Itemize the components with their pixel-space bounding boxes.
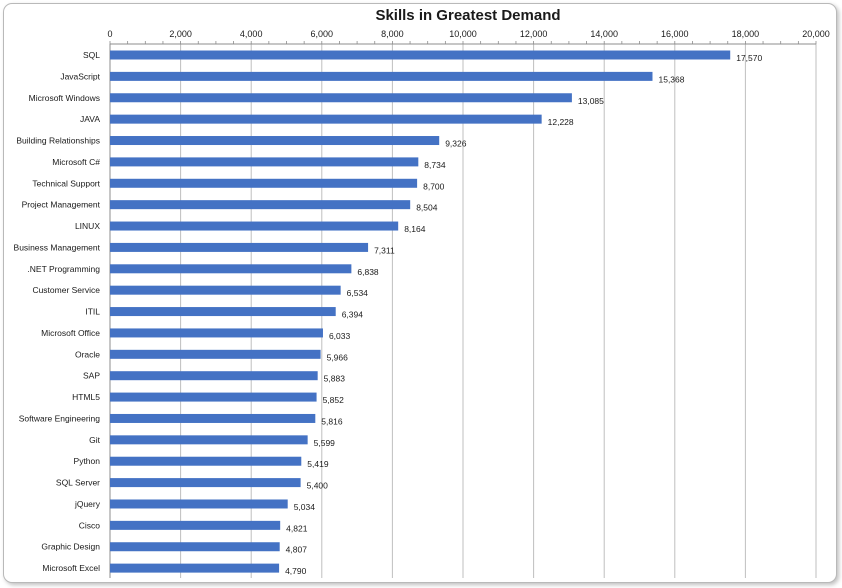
data-label: 13,085 <box>578 96 604 106</box>
data-labels: 17,570 15,368 13,085 12,228 9,326 8,734 8,700 8… <box>285 53 762 576</box>
x-tick-label: 4,000 <box>240 29 263 39</box>
category-label: Git <box>89 435 101 445</box>
bar <box>110 328 323 338</box>
gridlines <box>109 44 817 578</box>
bar <box>110 178 418 188</box>
data-label: 8,164 <box>404 224 426 234</box>
category-label: JavaScript <box>60 71 100 81</box>
chart-title: Skills in Greatest Demand <box>375 7 560 24</box>
x-tick-label: 0 <box>107 29 112 39</box>
category-label: Microsoft Windows <box>29 93 100 103</box>
bar <box>110 285 341 295</box>
bars <box>110 50 731 573</box>
category-label: Business Management <box>14 242 101 252</box>
bar <box>110 71 653 81</box>
data-label: 6,838 <box>357 267 379 277</box>
bar <box>110 157 419 167</box>
x-tick-label: 14,000 <box>590 29 618 39</box>
bar <box>110 349 321 359</box>
data-label: 5,852 <box>323 395 345 405</box>
bar <box>110 520 281 530</box>
data-label: 5,400 <box>307 481 329 491</box>
x-tick-label: 20,000 <box>802 29 830 39</box>
bar <box>110 542 280 552</box>
data-label: 5,966 <box>327 352 349 362</box>
bar <box>110 264 352 274</box>
category-label: Technical Support <box>32 178 100 188</box>
category-label: Oracle <box>75 349 100 359</box>
data-label: 5,883 <box>324 374 346 384</box>
data-label: 5,599 <box>314 438 336 448</box>
bar <box>110 114 542 124</box>
category-label: Python <box>74 456 101 466</box>
category-label: HTML5 <box>72 392 100 402</box>
category-label: SQL Server <box>56 478 100 488</box>
data-label: 5,034 <box>294 502 316 512</box>
x-tick-label: 18,000 <box>732 29 760 39</box>
category-label: JAVA <box>80 114 100 124</box>
bar <box>110 456 302 466</box>
bar <box>110 371 318 381</box>
category-label: jQuery <box>74 499 101 509</box>
category-label: Customer Service <box>32 285 100 295</box>
bar <box>110 413 316 423</box>
bar <box>110 435 308 445</box>
data-label: 17,570 <box>736 53 762 63</box>
data-label: 6,033 <box>329 331 351 341</box>
data-label: 15,368 <box>658 74 684 84</box>
data-label: 4,790 <box>285 566 307 576</box>
category-label: Software Engineering <box>19 413 101 423</box>
bar <box>110 242 369 252</box>
x-axis-ticks: 0 2,000 4,000 6,000 8,000 10,000 12,000 14,000 1… <box>107 29 830 45</box>
bar <box>110 221 399 231</box>
bar <box>110 392 317 402</box>
x-tick-label: 10,000 <box>449 29 477 39</box>
bar <box>110 478 301 488</box>
bar <box>110 563 280 573</box>
data-label: 5,816 <box>321 416 343 426</box>
x-tick-label: 16,000 <box>661 29 689 39</box>
x-tick-label: 6,000 <box>311 29 334 39</box>
data-label: 9,326 <box>445 139 467 149</box>
category-label: Cisco <box>79 520 101 530</box>
category-label: SAP <box>83 371 100 381</box>
data-label: 8,504 <box>416 203 438 213</box>
data-label: 8,734 <box>424 160 446 170</box>
category-label: LINUX <box>75 221 100 231</box>
bar <box>110 93 572 103</box>
category-label: Graphic Design <box>41 542 100 552</box>
data-label: 5,419 <box>307 459 329 469</box>
x-tick-label: 8,000 <box>381 29 404 39</box>
category-label: ITIL <box>85 307 100 317</box>
bar <box>110 50 731 60</box>
data-label: 6,394 <box>342 310 364 320</box>
category-label: Microsoft Office <box>41 328 100 338</box>
bar <box>110 200 411 210</box>
category-label: .NET Programming <box>27 264 100 274</box>
category-label: SQL <box>83 50 100 60</box>
bar <box>110 307 336 317</box>
category-labels: SQL JavaScript Microsoft Windows JAVA Buildi… <box>14 50 101 573</box>
category-label: Microsoft Excel <box>42 563 100 573</box>
data-label: 8,700 <box>423 181 445 191</box>
data-label: 4,821 <box>286 523 308 533</box>
data-label: 4,807 <box>286 545 308 555</box>
category-label: Project Management <box>22 200 101 210</box>
category-label: Microsoft C# <box>52 157 100 167</box>
data-label: 6,534 <box>347 288 369 298</box>
bar <box>110 499 288 509</box>
data-label: 7,311 <box>374 245 395 255</box>
x-tick-label: 12,000 <box>520 29 548 39</box>
category-label: Building Relationships <box>16 136 100 146</box>
data-label: 12,228 <box>548 117 574 127</box>
x-tick-label: 2,000 <box>169 29 192 39</box>
bar <box>110 136 440 146</box>
